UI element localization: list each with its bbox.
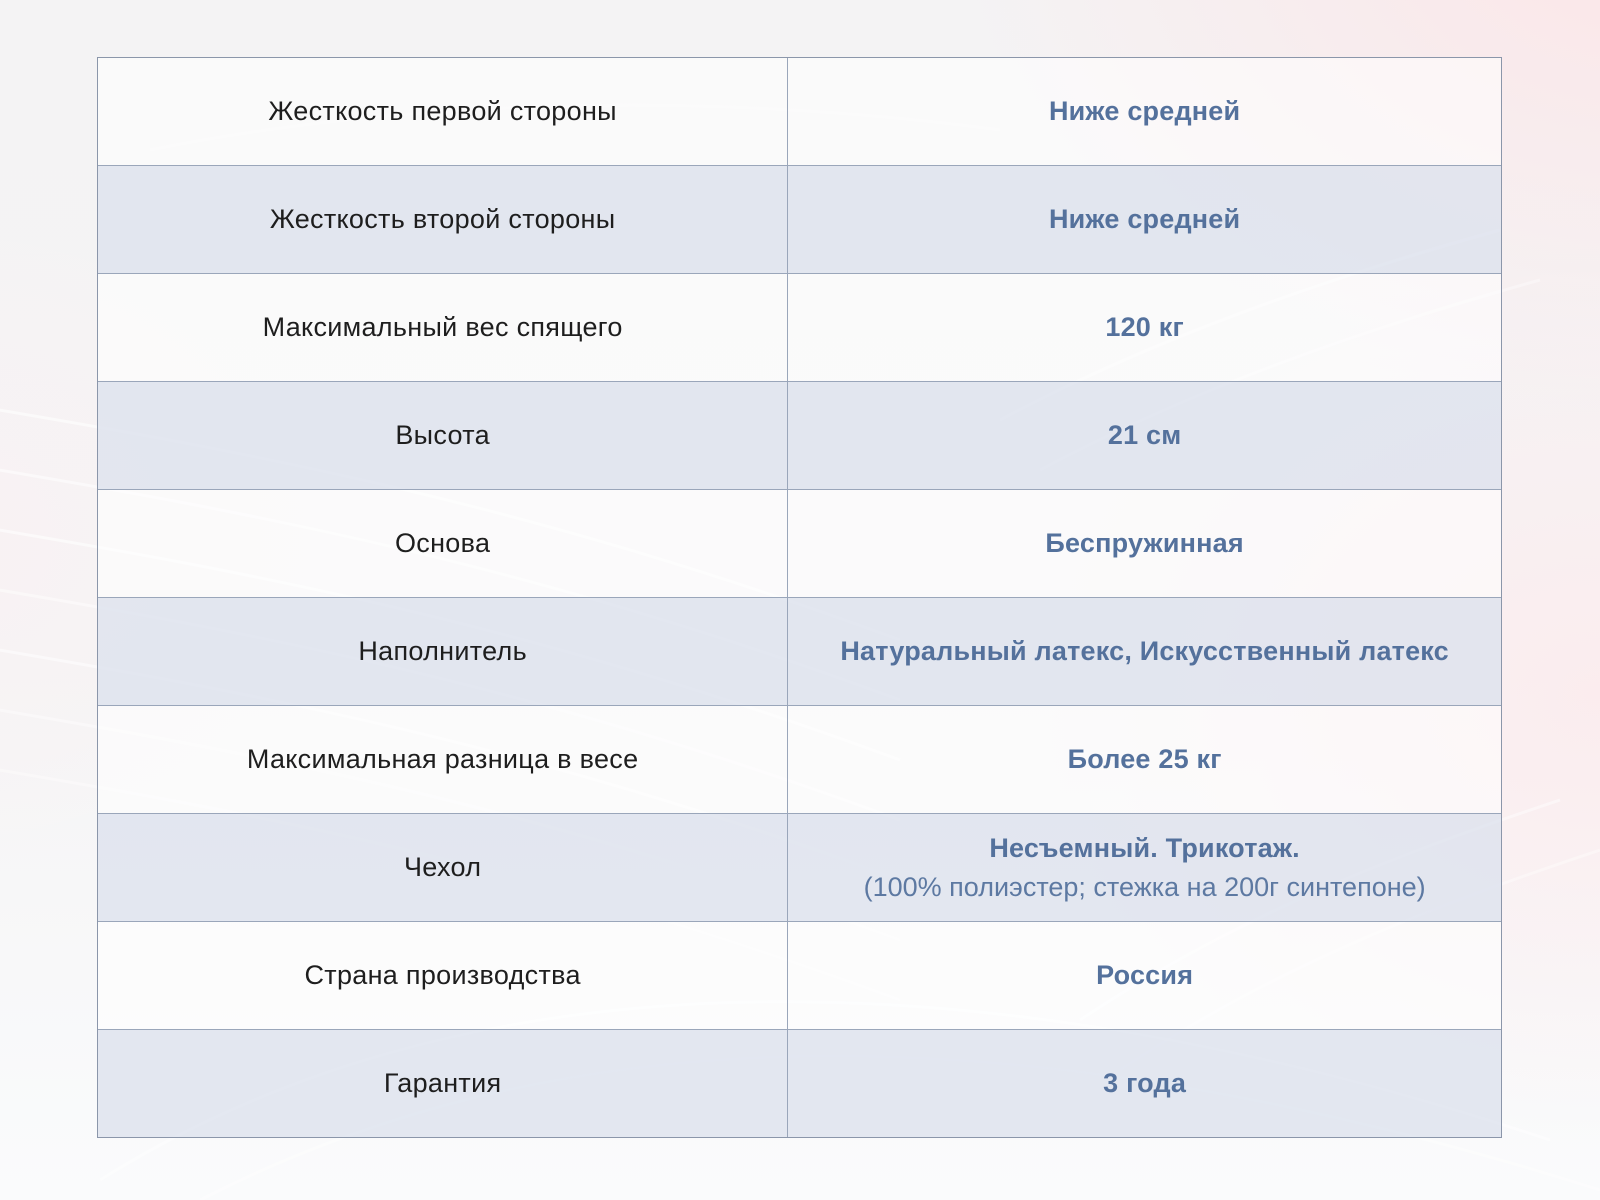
spec-label-cell: Основа — [98, 490, 789, 597]
table-row: Страна производства Россия — [98, 921, 1501, 1029]
table-row: Максимальный вес спящего 120 кг — [98, 273, 1501, 381]
table-row: Высота 21 см — [98, 381, 1501, 489]
spec-value-cell: Натуральный латекс, Искусственный латекс — [788, 598, 1501, 705]
spec-value-secondary: (100% полиэстер; стежка на 200г синтепон… — [863, 871, 1426, 902]
spec-label: Высота — [395, 420, 490, 450]
spec-value: Натуральный латекс, Искусственный латекс — [840, 636, 1449, 666]
spec-label: Гарантия — [383, 1068, 502, 1098]
spec-label-cell: Высота — [98, 382, 789, 489]
spec-label-cell: Максимальный вес спящего — [98, 274, 789, 381]
table-row: Основа Беспружинная — [98, 489, 1501, 597]
spec-label: Страна производства — [304, 960, 581, 990]
spec-value: 21 см — [1107, 420, 1182, 450]
spec-value: Ниже средней — [1048, 204, 1241, 234]
spec-value-cell: 21 см — [788, 382, 1501, 489]
table-row: Жесткость второй стороны Ниже средней — [98, 165, 1501, 273]
spec-label: Жесткость первой стороны — [268, 96, 617, 126]
spec-value-cell: Несъемный. Трикотаж. (100% полиэстер; сте… — [788, 814, 1501, 921]
spec-value-cell: Беспружинная — [788, 490, 1501, 597]
spec-label-cell: Жесткость второй стороны — [98, 166, 789, 273]
spec-label: Максимальная разница в весе — [246, 744, 639, 774]
spec-label: Жесткость второй стороны — [269, 204, 616, 234]
spec-table: Жесткость первой стороны Ниже средней Жест… — [97, 57, 1502, 1138]
spec-value-cell: 3 года — [788, 1030, 1501, 1137]
spec-value-cell: Более 25 кг — [788, 706, 1501, 813]
spec-label-cell: Чехол — [98, 814, 789, 921]
spec-label-cell: Гарантия — [98, 1030, 789, 1137]
spec-label: Наполнитель — [358, 636, 527, 666]
spec-value: Россия — [1096, 960, 1194, 990]
spec-label-cell: Страна производства — [98, 922, 789, 1029]
spec-label-cell: Жесткость первой стороны — [98, 58, 789, 165]
table-row: Максимальная разница в весе Более 25 кг — [98, 705, 1501, 813]
spec-value: Несъемный. Трикотаж. — [989, 832, 1300, 863]
spec-value-cell: 120 кг — [788, 274, 1501, 381]
spec-value-cell: Ниже средней — [788, 166, 1501, 273]
spec-label: Чехол — [403, 852, 482, 882]
spec-value: 120 кг — [1105, 312, 1184, 342]
spec-value-cell: Ниже средней — [788, 58, 1501, 165]
spec-value-cell: Россия — [788, 922, 1501, 1029]
table-row: Чехол Несъемный. Трикотаж. (100% полиэстер… — [98, 813, 1501, 921]
spec-label-cell: Максимальная разница в весе — [98, 706, 789, 813]
spec-value: Беспружинная — [1045, 528, 1244, 558]
spec-label: Основа — [394, 528, 491, 558]
table-row: Гарантия 3 года — [98, 1029, 1501, 1137]
table-row: Наполнитель Натуральный латекс, Искусстве… — [98, 597, 1501, 705]
table-row: Жесткость первой стороны Ниже средней — [98, 58, 1501, 165]
spec-value: Более 25 кг — [1067, 744, 1222, 774]
spec-value: 3 года — [1103, 1068, 1187, 1098]
spec-value: Ниже средней — [1048, 96, 1241, 126]
spec-label-cell: Наполнитель — [98, 598, 789, 705]
spec-label: Максимальный вес спящего — [262, 312, 623, 342]
